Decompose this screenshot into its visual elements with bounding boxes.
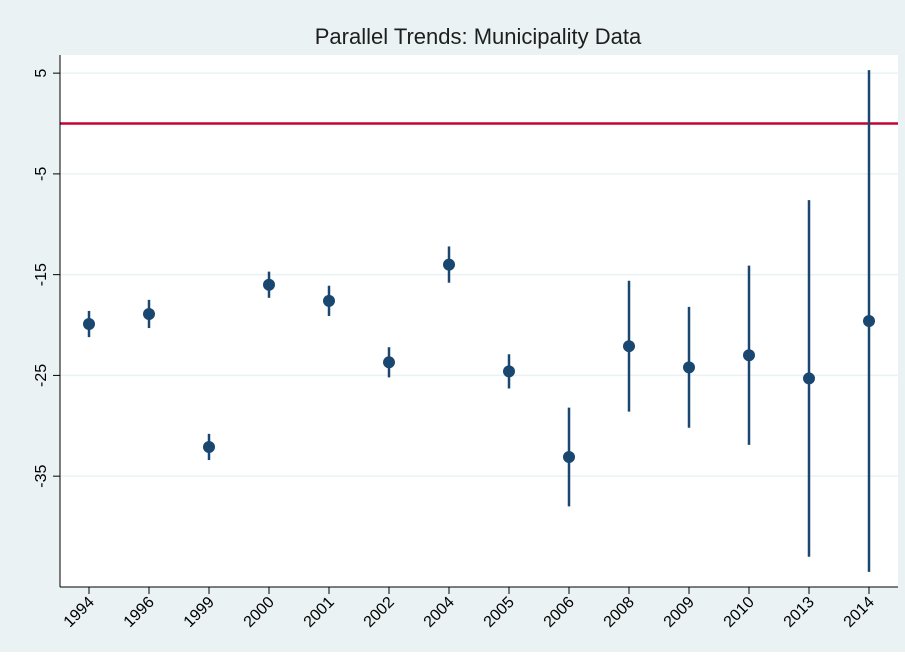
plot-area [60,55,898,587]
point [503,365,515,378]
point [323,294,335,307]
point [143,307,155,320]
point [263,278,275,291]
point [83,318,95,331]
point [683,361,695,374]
point [743,349,755,362]
y-tick-label: -25 [33,364,50,387]
chart-title: Parallel Trends: Municipality Data [315,24,642,49]
point [623,340,635,353]
y-tick-label: 5 [33,69,50,78]
point [863,315,875,327]
point [383,356,395,369]
point [203,440,215,453]
point [563,451,575,464]
y-tick-label: -15 [33,263,50,286]
point [803,372,815,385]
y-tick-label: -35 [33,465,50,488]
point [443,258,455,271]
y-tick-label: -5 [33,167,50,181]
